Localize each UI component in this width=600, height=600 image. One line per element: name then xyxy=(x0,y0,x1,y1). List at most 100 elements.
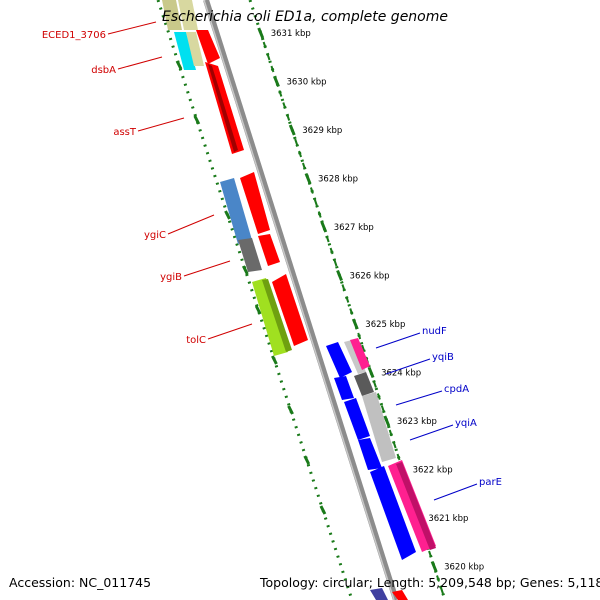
feature-tan-1 xyxy=(162,0,182,30)
feature-blue-ygiC xyxy=(220,178,252,244)
minor-tick xyxy=(361,344,366,352)
map-title: Escherichia coli ED1a, complete genome xyxy=(162,9,448,25)
leader-line-parE xyxy=(433,483,478,501)
tick-label: 3626 kbp xyxy=(350,272,390,282)
minor-tick xyxy=(262,41,267,49)
left-tick-mark xyxy=(319,505,327,515)
gene-ECED1_3706 xyxy=(196,30,220,64)
tick-label: 3631 kbp xyxy=(271,29,311,39)
gene-nudF xyxy=(326,342,352,378)
right-dotted-rail xyxy=(248,0,447,600)
tick-label: 3625 kbp xyxy=(365,320,405,330)
gene-ygiB xyxy=(258,234,280,266)
left-tick-mark xyxy=(254,305,262,315)
gene-label-ygiB: ygiB xyxy=(160,272,182,283)
left-tick-mark xyxy=(241,265,249,275)
tick-label: 3627 kbp xyxy=(334,223,374,233)
feature-tan-3 xyxy=(186,32,204,66)
leader-line-yqiB xyxy=(385,358,431,375)
gene-label-yqiA: yqiA xyxy=(455,418,477,429)
left-tick-mark xyxy=(303,455,311,465)
minor-tick xyxy=(270,65,275,73)
leader-line-dsbA xyxy=(117,56,163,70)
minor-tick xyxy=(345,296,350,303)
feature-pink-small xyxy=(350,338,370,370)
leader-line-ECED1_3706 xyxy=(107,21,157,35)
gene-label-ECED1_3706: ECED1_3706 xyxy=(42,30,106,41)
minor-tick xyxy=(376,393,381,400)
tick-mark xyxy=(288,124,296,136)
feature-pink-shade xyxy=(396,462,436,550)
left-tick-mark xyxy=(271,355,278,365)
gene-label-dsbA: dsbA xyxy=(91,65,116,76)
tick-label: 3621 kbp xyxy=(428,514,468,524)
genome-backbone xyxy=(203,0,399,600)
feature-bottom-1 xyxy=(370,588,388,600)
minor-tick xyxy=(380,405,385,412)
minor-tick xyxy=(266,53,271,61)
minor-tick xyxy=(341,284,346,291)
minor-tick xyxy=(396,453,401,461)
feature-cyan xyxy=(174,32,196,70)
feature-darkgrey xyxy=(354,372,374,396)
minor-tick xyxy=(349,308,354,315)
gene-parE xyxy=(370,466,416,560)
tick-mark xyxy=(367,366,375,379)
minor-tick xyxy=(282,102,287,109)
tick-label: 3622 kbp xyxy=(413,466,453,476)
minor-tick xyxy=(294,138,299,146)
tick-mark xyxy=(304,172,312,185)
minor-tick xyxy=(286,114,291,121)
tick-mark xyxy=(351,318,359,330)
tick-mark xyxy=(383,415,391,427)
minor-tick xyxy=(298,150,302,158)
minor-tick xyxy=(329,247,334,255)
leader-line-tolC xyxy=(207,323,253,340)
tick-label: 3630 kbp xyxy=(286,78,326,88)
left-tick-mark xyxy=(287,405,294,415)
tick-mark xyxy=(336,269,343,282)
tick-mark xyxy=(320,221,328,233)
genome-backbone-highlight xyxy=(203,0,395,600)
gene-yqiB xyxy=(334,376,354,400)
leader-line-ygiC xyxy=(167,214,215,235)
left-tick-mark xyxy=(175,60,183,70)
left-dotted-rail xyxy=(156,0,354,600)
gene-yqiA xyxy=(358,438,382,470)
gene-assT-shade xyxy=(208,64,238,152)
feature-grey-2 xyxy=(362,392,396,462)
gene-ygiC xyxy=(240,172,270,234)
feature-green-tolC xyxy=(252,278,288,356)
genome-summary: Topology: circular; Length: 5,209,548 bp… xyxy=(260,575,600,590)
minor-tick xyxy=(333,259,338,267)
minor-tick xyxy=(309,187,314,194)
gene-label-ygiC: ygiC xyxy=(144,230,166,241)
tick-mark xyxy=(273,75,280,88)
accession-label: Accession: NC_011745 xyxy=(9,575,152,590)
tick-mark xyxy=(257,27,265,39)
gene-label-nudF: nudF xyxy=(422,326,447,337)
tick-label: 3624 kbp xyxy=(381,369,421,379)
minor-tick xyxy=(373,381,377,388)
tick-label: 3628 kbp xyxy=(318,175,358,185)
minor-tick xyxy=(436,575,440,582)
minor-tick xyxy=(278,90,283,97)
leader-line-nudF xyxy=(375,332,421,349)
minor-tick xyxy=(428,550,432,558)
minor-tick xyxy=(325,235,330,243)
tick-label: 3623 kbp xyxy=(397,417,437,427)
gene-label-tolC: tolC xyxy=(186,335,206,346)
gene-cpdA xyxy=(344,398,370,440)
tick-label: 3620 kbp xyxy=(444,563,484,573)
minor-tick xyxy=(439,587,444,594)
minor-tick xyxy=(313,199,318,206)
tick-label: 3629 kbp xyxy=(302,126,342,136)
gene-label-assT: assT xyxy=(113,127,137,138)
left-tick-mark xyxy=(193,115,201,125)
gene-tolC xyxy=(272,274,308,346)
minor-tick xyxy=(388,429,393,437)
minor-tick xyxy=(317,211,322,218)
gene-label-cpdA: cpdA xyxy=(444,384,469,395)
feature-grey-ygiB xyxy=(238,238,262,272)
